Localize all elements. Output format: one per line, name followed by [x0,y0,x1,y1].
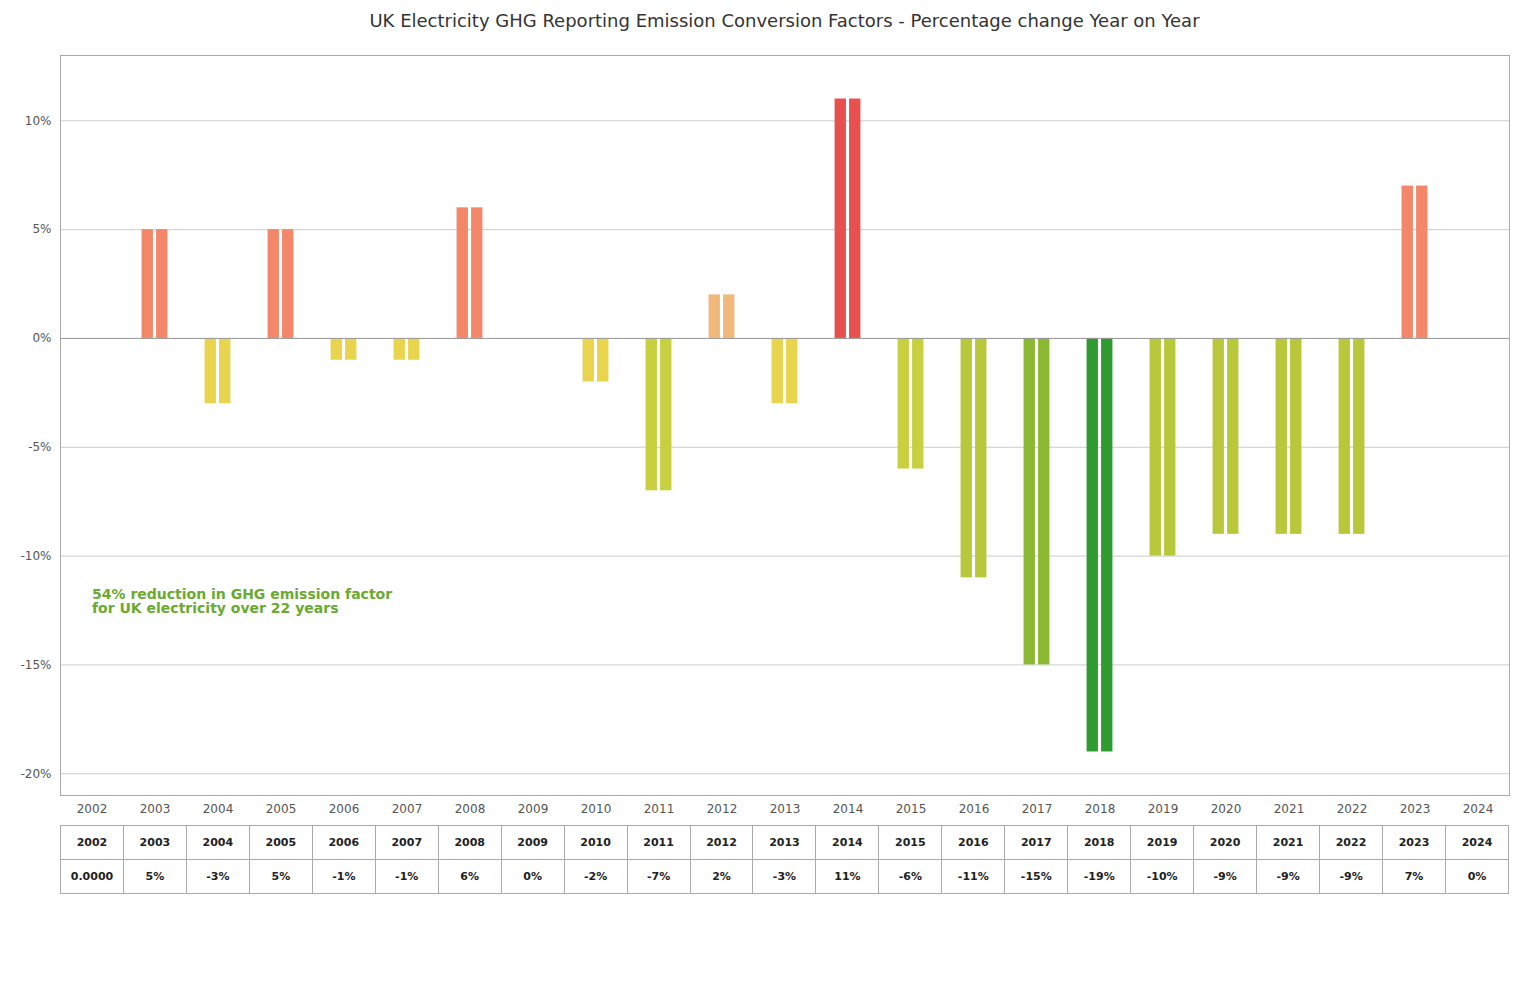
html-text:2005: 2005 [265,836,297,849]
html-text:2002: 2002 [76,836,108,849]
svg-text:2010: 2010 [581,802,612,816]
html-text:-6%: -6% [898,870,922,883]
html-text:2007: 2007 [391,836,422,849]
html-text:-2%: -2% [584,870,608,883]
svg-text:2005: 2005 [266,802,297,816]
html-text:-9%: -9% [1213,870,1237,883]
html-text:2008: 2008 [454,836,485,849]
svg-text:2013: 2013 [770,802,801,816]
svg-text:2018: 2018 [1085,802,1116,816]
html-text:2018: 2018 [1083,836,1115,849]
html-text:-15%: -15% [1020,870,1052,883]
svg-text:2017: 2017 [1022,802,1053,816]
html-text:2012: 2012 [706,836,737,849]
svg-text:2016: 2016 [959,802,990,816]
html-text:2004: 2004 [202,836,234,849]
html-text:0%: 0% [523,870,542,883]
svg-text:2019: 2019 [1148,802,1179,816]
html-text:11%: 11% [834,870,861,883]
html-text:0.0000: 0.0000 [70,870,114,883]
html-text:0%: 0% [1467,870,1487,883]
svg-text:2020: 2020 [1211,802,1242,816]
svg-text:10%: 10% [25,114,52,128]
html-text:-1%: -1% [332,870,356,883]
svg-text:2009: 2009 [518,802,549,816]
html-text:2019: 2019 [1146,836,1178,849]
html-text:6%: 6% [460,870,479,883]
svg-text:54% reduction in GHG emission: 54% reduction in GHG emission factorfor … [92,586,392,616]
html-text:2003: 2003 [139,836,171,849]
html-text:-3%: -3% [772,870,797,883]
svg-text:-5%: -5% [28,440,51,454]
svg-text:2003: 2003 [140,802,171,816]
svg-text:2023: 2023 [1400,802,1431,816]
svg-text:2002: 2002 [77,802,108,816]
html-text:2006: 2006 [328,836,360,849]
svg-text:2015: 2015 [896,802,927,816]
html-text:-10%: -10% [1146,870,1178,883]
svg-text:-20%: -20% [20,767,51,781]
svg-text:2014: 2014 [833,802,864,816]
html-text:2023: 2023 [1398,836,1430,849]
svg-text:2022: 2022 [1337,802,1368,816]
html-text:2015: 2015 [895,836,926,849]
html-text:2017: 2017 [1021,836,1052,849]
html-text:7%: 7% [1404,870,1424,883]
html-text:2011: 2011 [643,836,674,849]
svg-text:2011: 2011 [644,802,675,816]
html-text:2024: 2024 [1461,836,1493,849]
html-text:2009: 2009 [517,836,548,849]
html-text:2014: 2014 [832,836,863,849]
html-text:5%: 5% [271,870,291,883]
html-text:-9%: -9% [1276,870,1300,883]
svg-text:-10%: -10% [20,549,51,563]
svg-text:2012: 2012 [707,802,738,816]
html-text:-7%: -7% [646,870,671,883]
svg-text:2008: 2008 [455,802,486,816]
html-text:-3%: -3% [206,870,230,883]
svg-text:2006: 2006 [329,802,360,816]
html-text:UK Electricity GHG Reporting E: UK Electricity GHG Reporting Emission Co… [369,10,1200,31]
html-text:2%: 2% [712,870,731,883]
html-text:2022: 2022 [1335,836,1367,849]
svg-text:2004: 2004 [203,802,234,816]
html-text:2020: 2020 [1209,836,1241,849]
svg-text:2021: 2021 [1274,802,1305,816]
svg-text:5%: 5% [32,222,51,236]
html-text:2013: 2013 [769,836,800,849]
html-text:-11%: -11% [957,870,989,883]
html-text:2016: 2016 [958,836,989,849]
html-text:2010: 2010 [580,836,611,849]
html-text:5%: 5% [145,870,165,883]
svg-text:2007: 2007 [392,802,423,816]
html-text:-19%: -19% [1083,870,1115,883]
svg-text:0%: 0% [32,331,51,345]
html-text:-1%: -1% [395,870,419,883]
html-text:2021: 2021 [1272,836,1304,849]
svg-text:2024: 2024 [1463,802,1494,816]
html-text:-9%: -9% [1339,870,1363,883]
svg-text:-15%: -15% [20,658,51,672]
